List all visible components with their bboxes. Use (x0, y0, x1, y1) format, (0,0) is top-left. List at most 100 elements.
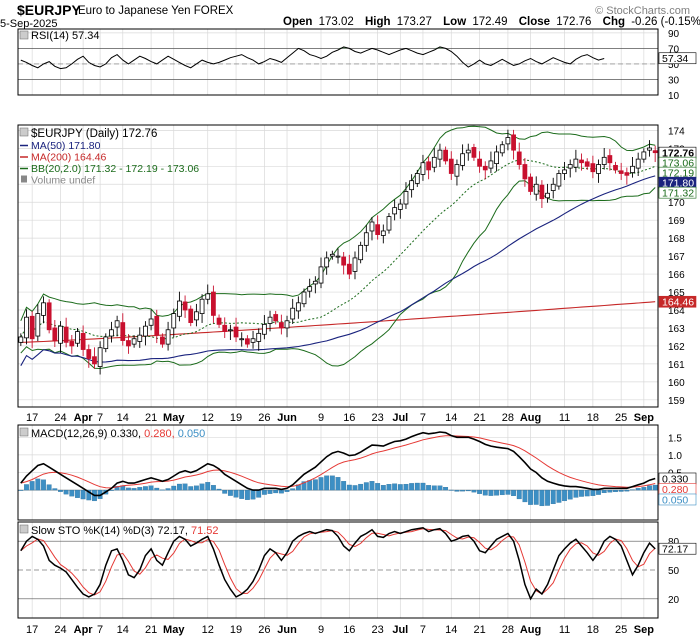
date-tick-label: 7 (97, 412, 103, 424)
candle-body (380, 230, 386, 236)
macd-histogram-bar (250, 489, 256, 500)
bb-upper-band (20, 125, 656, 321)
candle-body (426, 161, 432, 171)
date-tick-label: 24 (54, 412, 66, 424)
price-tick-label: 170 (668, 198, 685, 209)
candle-body (635, 158, 641, 169)
rsi-tick-label: 70 (668, 44, 680, 55)
chart-symbol: $EURJPY (17, 2, 81, 18)
ma50-line (20, 175, 656, 366)
macd-signal-line (20, 435, 656, 489)
macd-histogram-bar (528, 489, 533, 505)
macd-histogram-bar (380, 485, 386, 491)
ma200-line (20, 301, 656, 343)
date-tick-label: 18 (587, 412, 599, 424)
candle-body (516, 151, 522, 165)
candle-body (301, 291, 307, 305)
price-panel: 1591601611621631641651661671681691701711… (17, 124, 697, 424)
rsi-tick-label: 30 (668, 75, 680, 86)
macd-histogram-bar (273, 489, 279, 494)
date-tick-label: 11 (559, 624, 570, 636)
bb-middle-band (20, 159, 656, 340)
close-value: 172.76 (556, 16, 591, 28)
macd-histogram-bar (613, 489, 618, 493)
price-title: $EURJPY (Daily) 172.76 (31, 128, 157, 140)
candle-body (363, 232, 369, 246)
macd-histogram-bar (516, 489, 522, 500)
candle-body (131, 338, 137, 345)
low-label: Low (443, 16, 466, 28)
date-tick-label: Sep (634, 624, 654, 636)
macd-histogram-bar (18, 489, 24, 491)
macd-histogram-bar (177, 483, 182, 491)
candle-body (58, 325, 63, 344)
macd-tag-box (658, 493, 697, 506)
macd-histogram-bar (562, 489, 567, 502)
price-tick-label: 159 (668, 396, 685, 407)
date-tick-label: Apr (74, 412, 94, 424)
date-tick-label: May (163, 412, 185, 424)
macd-histogram-bar (284, 489, 290, 492)
candle-body (222, 324, 228, 332)
candle-body (341, 256, 347, 266)
macd-title-main: MACD(12,26,9) 0.330, (31, 428, 144, 440)
macd-histogram-bar (52, 488, 58, 491)
open-label: Open (283, 16, 312, 28)
macd-histogram-bar (596, 489, 601, 495)
macd-histogram-bar (154, 487, 160, 491)
candle-body (545, 192, 550, 199)
macd-histogram-bar (261, 489, 267, 495)
price-tick-label: 166 (668, 270, 685, 281)
macd-histogram-bar (75, 489, 80, 498)
candle-body (109, 329, 114, 337)
macd-histogram-bar (346, 484, 352, 491)
candle-body (239, 338, 245, 341)
macd-histogram-bar (137, 487, 143, 491)
candle-body (522, 164, 528, 180)
date-tick-label: Apr (74, 624, 94, 636)
price-tick-label: 164 (668, 306, 685, 317)
date-tick-label: Jun (277, 624, 297, 636)
macd-histogram-bar (420, 482, 426, 491)
date-tick-label: 23 (372, 412, 384, 424)
candle-body (312, 280, 318, 285)
candle-body (165, 329, 171, 345)
date-tick-label: 21 (145, 412, 157, 424)
candle-body (397, 203, 403, 210)
candle-body (80, 332, 86, 350)
macd-histogram-bar (363, 482, 369, 491)
candle-body (103, 336, 109, 350)
candle-body (295, 302, 301, 312)
sto-tick-label: 20 (668, 595, 680, 606)
panel-frame (17, 28, 659, 96)
candle-body (29, 315, 35, 340)
macd-histogram-bar (505, 489, 511, 495)
date-tick-label: 21 (145, 624, 157, 636)
candle-body (52, 327, 58, 341)
rsi-current-tag: 57.34 (662, 53, 688, 65)
macd-histogram-bar (443, 487, 449, 491)
candle-body (41, 302, 46, 316)
candle-body (562, 169, 567, 174)
date-tick-label: 7 (97, 624, 103, 636)
candle-body (482, 165, 488, 171)
sto-title-main: Slow STO %K(14) %D(3) 72.17, (31, 525, 191, 537)
date-tick-label: 25 (615, 624, 627, 636)
date-tick-label: 16 (343, 624, 355, 636)
candle-body (590, 163, 596, 173)
candle-body (188, 308, 194, 323)
candle-body (539, 184, 545, 200)
sto-tick-label: 80 (668, 537, 680, 548)
macd-histogram-bar (193, 485, 199, 491)
candle-body (182, 301, 188, 311)
macd-title-signal: 0.280, (144, 428, 178, 440)
candle-body (352, 257, 358, 272)
candle-body (465, 149, 471, 154)
macd-histogram-bar (448, 489, 454, 491)
candle-body (46, 302, 52, 331)
macd-histogram-bar (488, 489, 494, 496)
candle-body (148, 318, 154, 326)
date-tick-label: 11 (559, 412, 570, 424)
macd-histogram-bar (210, 485, 216, 491)
macd-histogram-bar (590, 489, 596, 496)
